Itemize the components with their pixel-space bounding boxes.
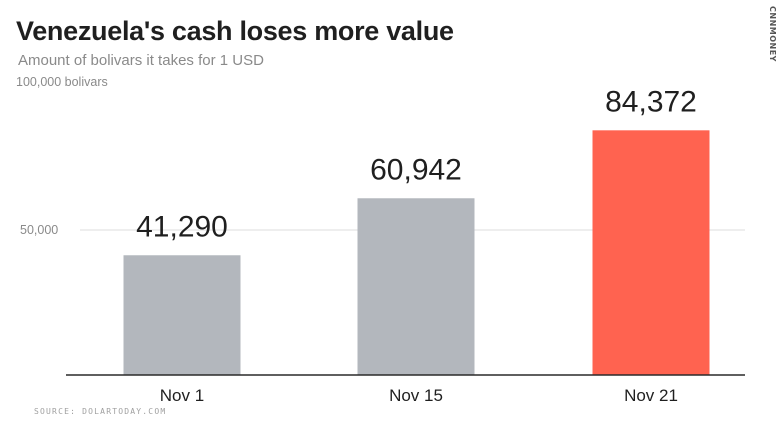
y-tick-label: 50,000 [20,223,58,237]
bar-nov-21 [592,130,710,375]
labels-layer: 50,000 100,000 bolivars 41,290 Nov 1 60,942 N… [16,75,697,405]
source-note: SOURCE: DOLARTODAY.COM [34,407,167,416]
x-tick-label: Nov 1 [160,386,204,405]
chart-subtitle: Amount of bolivars it takes for 1 USD [18,52,264,69]
y-tick-label: 100,000 bolivars [16,75,108,89]
x-tick-label: Nov 15 [389,386,443,405]
brand-logo: CNNMONEY [768,6,777,62]
bars-layer [123,130,710,375]
bar-nov-15 [357,198,475,375]
bar-value-label: 84,372 [605,85,697,118]
bar-nov-1 [123,255,241,375]
bar-value-label: 60,942 [370,153,462,186]
x-tick-label: Nov 21 [624,386,678,405]
bar-value-label: 41,290 [136,210,228,243]
chart-title: Venezuela's cash loses more value [16,16,454,46]
